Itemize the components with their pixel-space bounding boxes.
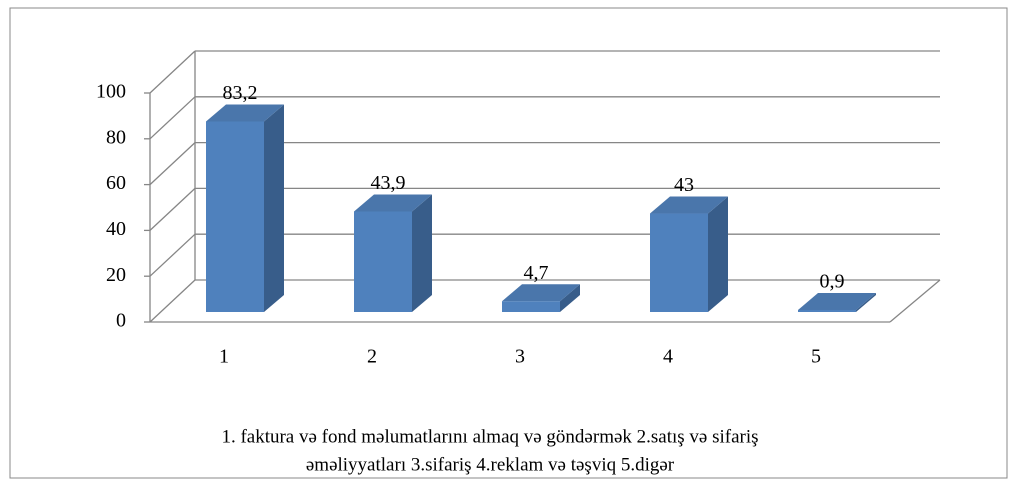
y-tick-label: 80 [106, 126, 126, 148]
data-label: 0,9 [820, 271, 845, 293]
x-tick-label: 3 [515, 346, 525, 368]
grid-line [149, 96, 196, 140]
y-tick-label: 0 [116, 310, 126, 332]
x-tick-label: 4 [663, 346, 673, 368]
x-tick-label: 5 [811, 346, 821, 368]
bar-side [412, 194, 432, 312]
bar [354, 211, 412, 312]
y-tick-label: 60 [106, 172, 126, 194]
grid-line [149, 50, 196, 94]
x-tick-label: 1 [219, 346, 229, 368]
bar [798, 309, 856, 312]
bar-side [708, 196, 728, 312]
bar [502, 301, 560, 312]
bar-side [560, 284, 580, 312]
grid-line [149, 187, 196, 231]
bar-top [502, 284, 580, 302]
y-tick-label: 20 [106, 264, 126, 286]
chart-border [9, 7, 1008, 479]
bar [206, 121, 264, 312]
data-label: 83,2 [223, 82, 258, 104]
bar-top [206, 104, 284, 122]
bar-top [798, 292, 876, 310]
grid-line [149, 279, 196, 323]
caption-line: 1. faktura və fond məlumatlarını almaq v… [221, 426, 758, 447]
grid-line [149, 142, 196, 186]
y-tick-label: 100 [96, 81, 126, 103]
y-tick-label: 40 [106, 218, 126, 240]
bar-top [354, 194, 432, 212]
caption-line: əməliyyatları 3.sifariş 4.reklam və təşv… [306, 454, 675, 475]
data-label: 43 [674, 174, 694, 196]
floor-edge [889, 279, 941, 323]
grid-line [149, 233, 196, 277]
bar-top [650, 196, 728, 214]
data-label: 4,7 [524, 262, 549, 284]
bar-side [264, 104, 284, 312]
x-tick-label: 2 [367, 346, 377, 368]
bar-side [856, 292, 876, 312]
data-label: 43,9 [371, 172, 406, 194]
bar [650, 213, 708, 312]
